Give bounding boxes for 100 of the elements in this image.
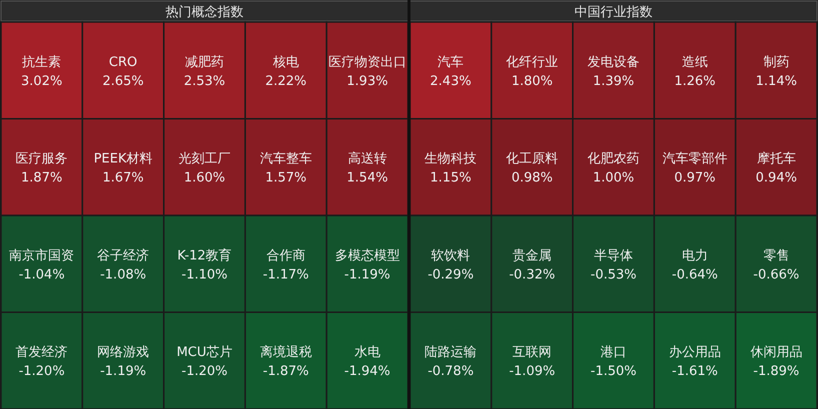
tile: 陆路运输 -0.78% [409,312,492,409]
tile: 汽车零部件 0.97% [653,118,736,216]
data-label: -1.09% [509,364,556,380]
data-label: 1.26% [674,74,716,89]
tile: 软饮料 -0.29% [409,214,492,313]
category-label: 化肥农药 [588,152,640,167]
tile: 南京市国资 -1.04% [0,214,84,313]
category-label: 造纸 [682,54,708,70]
data-label: -1.19% [344,267,390,282]
category-label: 港口 [600,345,626,360]
tile: 制药 1.14% [734,21,818,120]
category-label: 化纤行业 [506,54,558,70]
tile: 汽车整车 1.57% [244,118,328,216]
data-label: -0.53% [590,267,636,282]
data-label: -1.17% [262,267,309,282]
category-label: 离境退税 [260,344,312,360]
category-label: 制药 [763,54,790,70]
data-label: 1.15% [430,170,472,186]
data-label: 2.53% [184,74,226,89]
category-label: 生物科技 [424,152,477,167]
text: 热门概念指数 [166,4,244,20]
data-label: -0.78% [428,364,474,380]
data-label: 0.98% [511,170,553,186]
tile: 港口 -1.50% [572,312,655,409]
data-label: 1.57% [265,170,307,186]
tile: 摩托车 0.94% [734,118,818,216]
tile: K-12教育 -1.10% [163,214,246,313]
category-label: 南京市国资 [9,248,74,264]
category-label: 发电设备 [588,54,640,70]
tile: MCU芯片 -1.20% [163,312,246,409]
category-label: PEEK材料 [94,152,152,167]
category-label: 办公用品 [668,345,721,360]
tile: 汽车 2.43% [409,21,492,120]
category-label: 首发经济 [16,345,68,360]
category-label: CRO [108,54,138,70]
tile: 网络游戏 -1.19% [82,312,165,409]
data-label: 1.80% [511,74,553,89]
data-label: 2.22% [265,74,307,89]
category-label: 核电 [272,54,299,70]
data-label: -0.64% [672,267,718,282]
category-label: 网络游戏 [97,345,150,360]
category-label: 光刻工厂 [178,152,230,167]
tile: 化工原料 0.98% [490,118,574,216]
category-label: 合作商 [266,248,306,264]
category-label: 抗生素 [22,54,62,70]
category-label: 减肥药 [185,54,224,70]
data-label: 1.54% [346,170,388,186]
tile: 减肥药 2.53% [163,21,246,120]
category-label: K-12教育 [177,247,232,264]
data-label: 3.02% [21,74,62,89]
tile: 离境退税 -1.87% [244,312,328,409]
tile: 合作商 -1.17% [244,214,328,313]
category-label: 汽车零部件 [662,152,728,167]
category-label: 谷子经济 [97,248,150,264]
data-label: -1.04% [18,267,65,282]
tile: 零售 -0.66% [734,214,818,313]
data-label: 1.93% [346,74,388,89]
category-label: 医疗物资出口 [328,54,406,70]
tile: 化纤行业 1.80% [490,21,574,120]
category-label: 医疗服务 [16,152,68,167]
data-label: -0.66% [753,267,800,282]
tile: 发电设备 1.39% [572,21,655,120]
data-label: 1.14% [756,74,797,89]
data-label: -1.89% [753,364,800,380]
category-label: 贵金属 [512,248,552,264]
category-label: 高送转 [348,150,387,167]
data-label: -1.19% [100,364,146,380]
tile: 医疗物资出口 1.93% [326,21,409,120]
data-label: 1.60% [184,170,226,186]
category-label: 零售 [763,248,790,264]
data-label: 1.87% [21,170,62,186]
category-label: 多模态模型 [334,248,400,264]
data-label: -0.32% [509,267,556,282]
data-label: 0.94% [756,170,797,186]
data-label: -1.50% [590,364,636,380]
tile: 抗生素 3.02% [0,21,84,120]
tile: 电力 -0.64% [653,214,736,313]
category-label: 水电 [354,345,380,360]
tile: 水电 -1.94% [326,312,409,409]
tile: 化肥农药 1.00% [572,118,655,216]
data-label: 1.67% [102,170,144,186]
data-label: -1.61% [672,364,718,380]
tile: 贵金属 -0.32% [490,214,574,313]
category-label: 化工原料 [506,152,558,167]
data-label: 1.00% [592,170,634,186]
data-label: -1.20% [18,364,65,380]
tile: CRO 2.65% [82,21,165,120]
category-label: 陆路运输 [424,345,477,360]
category-label: 汽车整车 [260,152,312,167]
data-label: 2.43% [430,74,472,89]
category-label: 汽车 [438,54,464,70]
data-label: 0.97% [674,170,716,186]
category-label: 互联网 [512,345,552,360]
tile: 核电 2.22% [244,21,328,120]
tile: 医疗服务 1.87% [0,118,84,216]
data-label: -1.08% [100,267,146,282]
tile: 互联网 -1.09% [490,312,574,409]
tile: PEEK材料 1.67% [82,118,165,216]
category-label: 半导体 [594,248,633,264]
data-label: -1.10% [182,267,228,282]
